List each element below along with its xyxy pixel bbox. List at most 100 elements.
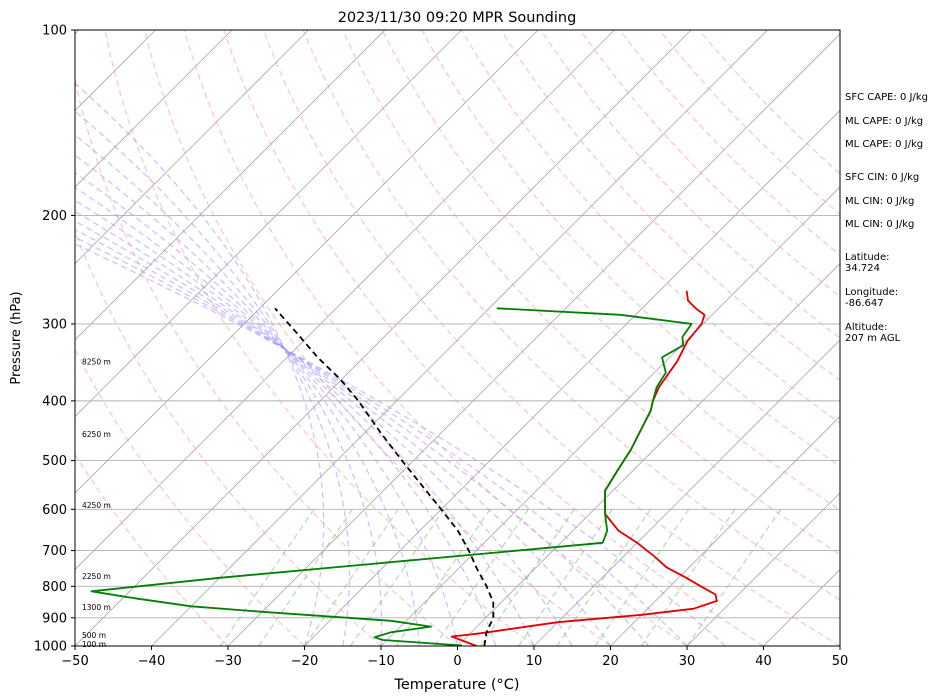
moist-adiabat-line xyxy=(75,82,325,646)
height-label: 6250 m xyxy=(82,430,111,439)
chart-title: 2023/11/30 09:20 MPR Sounding xyxy=(338,10,577,26)
x-axis-ticks: −50 −40 −30 −20 −10 0 10 20 30 40 50 xyxy=(61,646,848,669)
mixing-ratio-line xyxy=(518,508,613,646)
y-tick-label: 600 xyxy=(42,503,67,518)
dry-adiabat-line xyxy=(500,30,840,382)
mixing-ratio-line xyxy=(479,508,575,646)
y-tick-label: 1000 xyxy=(34,640,67,655)
plot-frame xyxy=(74,29,841,647)
x-tick-label: −20 xyxy=(291,654,318,669)
dry-adiabat-line xyxy=(75,77,458,646)
height-label: 1300 m xyxy=(82,603,111,612)
y-tick-label: 500 xyxy=(42,454,67,469)
mixing-ratio-line xyxy=(258,508,353,646)
dry-adiabat-line xyxy=(262,30,840,646)
isotherm-line xyxy=(75,30,692,646)
ml-cape-text-2: ML CAPE: 0 J/kg xyxy=(845,139,924,150)
sfc-cape-text: SFC CAPE: 0 J/kg xyxy=(845,92,928,103)
x-tick-label: −40 xyxy=(138,654,165,669)
isotherm-line xyxy=(457,262,840,646)
x-tick-label: −10 xyxy=(367,654,394,669)
y-tick-label: 100 xyxy=(42,24,67,39)
isotherm-line xyxy=(75,30,386,341)
ml-cape-text: ML CAPE: 0 J/kg xyxy=(845,116,924,127)
latitude-value: 34.724 xyxy=(845,263,880,274)
moist-adiabat-line xyxy=(75,186,497,646)
dry-adiabat-line xyxy=(223,30,764,646)
dry-adiabat-line xyxy=(421,30,840,467)
height-label: 2250 m xyxy=(82,572,111,581)
parcel-profile xyxy=(274,307,495,646)
x-tick-label: 50 xyxy=(832,654,849,669)
ml-cin-text-2: ML CIN: 0 J/kg xyxy=(845,219,915,230)
dry-adiabat-line xyxy=(302,30,840,601)
ml-cin-text: ML CIN: 0 J/kg xyxy=(845,196,915,207)
y-axis-label: Pressure (hPa) xyxy=(9,291,24,384)
isotherm-line xyxy=(75,30,462,418)
altitude-label: Altitude: xyxy=(845,322,888,333)
chart-background-lines xyxy=(0,30,840,646)
pressure-gridlines xyxy=(75,214,840,619)
moist-adiabat-line xyxy=(75,171,459,646)
mixing-ratio-line xyxy=(594,508,690,646)
mixing-ratio-line xyxy=(349,508,445,646)
longitude-value: -86.647 xyxy=(845,298,884,309)
x-tick-label: 20 xyxy=(602,654,619,669)
moist-adiabat-line xyxy=(75,154,420,646)
dry-adiabat-line xyxy=(460,30,840,424)
moist-adiabat-line xyxy=(75,220,612,646)
mixing-ratio-line xyxy=(219,508,315,646)
y-tick-label: 200 xyxy=(42,209,67,224)
y-tick-label: 300 xyxy=(42,317,67,332)
series-layer xyxy=(90,290,718,646)
x-axis-label: Temperature (°C) xyxy=(393,677,519,693)
x-tick-label: 40 xyxy=(755,654,772,669)
height-label: 4250 m xyxy=(82,501,111,510)
mixing-ratio-line xyxy=(686,508,782,646)
moist-adiabat-line xyxy=(75,110,351,646)
y-axis-ticks: 100 200 300 400 500 600 700 800 900 1000 xyxy=(34,24,75,655)
x-tick-label: −50 xyxy=(61,654,88,669)
x-tick-label: 30 xyxy=(679,654,696,669)
x-tick-label: −30 xyxy=(214,654,241,669)
latitude-label: Latitude: xyxy=(845,252,890,263)
altitude-value: 207 m AGL xyxy=(845,333,901,344)
moist-adiabat-line xyxy=(75,229,650,646)
isotherm-line xyxy=(227,33,840,646)
y-tick-label: 900 xyxy=(42,611,67,626)
x-tick-label: 10 xyxy=(526,654,543,669)
mixing-ratio-line xyxy=(395,508,491,646)
isotherm-line xyxy=(75,30,309,265)
isotherm-line xyxy=(686,492,840,646)
isotherm-line xyxy=(610,415,840,646)
dry-adiabat-line xyxy=(342,30,840,556)
dry-adiabat-line xyxy=(75,348,305,646)
isotherm-line xyxy=(75,30,539,494)
y-tick-label: 400 xyxy=(42,394,67,409)
dry-adiabat-line xyxy=(540,30,840,340)
moist-adiabat-line xyxy=(75,243,726,646)
height-label: 100 m xyxy=(82,640,106,649)
dry-adiabat-line xyxy=(619,30,840,257)
height-label: 8250 m xyxy=(82,357,111,366)
moist-adiabat-line xyxy=(75,236,688,646)
dewpoint-profile xyxy=(90,307,693,646)
sfc-cin-text: SFC CIN: 0 J/kg xyxy=(845,172,920,183)
isotherm-line xyxy=(75,30,615,571)
dry-adiabat-line xyxy=(658,30,840,216)
isotherm-line xyxy=(0,30,3,646)
mixing-ratio-line xyxy=(556,508,652,646)
longitude-label: Longitude: xyxy=(845,287,899,298)
moist-adiabat-line xyxy=(75,134,383,646)
isotherm-line xyxy=(304,109,840,646)
moist-adiabat-line xyxy=(75,210,573,646)
mixing-ratio-line xyxy=(303,508,399,646)
y-tick-label: 800 xyxy=(42,580,67,595)
dry-adiabat-line xyxy=(698,30,840,175)
dry-adiabat-line xyxy=(75,230,382,646)
dry-adiabat-line xyxy=(104,30,535,646)
dry-adiabat-line xyxy=(75,453,229,646)
isotherm-line xyxy=(151,30,768,646)
height-label: 500 m xyxy=(82,631,106,640)
